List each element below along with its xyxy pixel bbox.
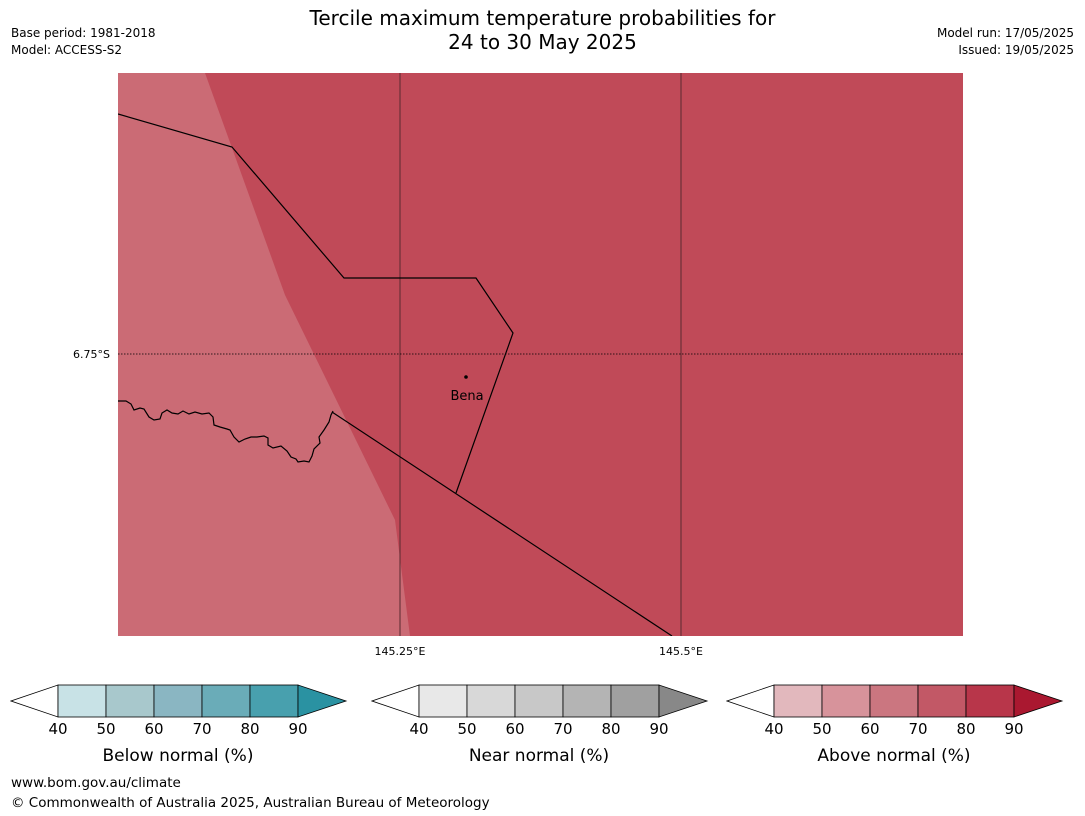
colorbar-near-normal: 40 50 60 70 80 90 Near normal (%) (371, 684, 709, 764)
colorbar-segment (249, 684, 299, 718)
colorbar-tick-label: 50 (96, 720, 115, 738)
colorbar-low-extension (371, 684, 420, 718)
colorbar-title: Below normal (%) (103, 746, 254, 764)
colorbar-title: Above normal (%) (817, 746, 970, 764)
colorbar-segment (514, 684, 564, 718)
lon-label-145-5: 145.5°E (659, 645, 703, 658)
colorbar-tick-label: 70 (192, 720, 211, 738)
colorbar-above-normal: 40 50 60 70 80 90 Above normal (%) (726, 684, 1064, 764)
footer-url[interactable]: www.bom.gov.au/climate (11, 775, 181, 791)
title-line-2: 24 to 30 May 2025 (448, 30, 637, 54)
model-run-text: Model run: 17/05/2025 (936, 26, 1074, 40)
colorbar-segment (153, 684, 203, 718)
colorbar-tick-label: 40 (48, 720, 67, 738)
colorbar-tick-label: 80 (956, 720, 975, 738)
colorbar-tick-label: 90 (1004, 720, 1023, 738)
colorbar-tick-label: 60 (505, 720, 524, 738)
footer-copyright: © Commonwealth of Australia 2025, Austra… (11, 795, 490, 811)
colorbar-tick-label: 50 (812, 720, 831, 738)
colorbar-low-extension (10, 684, 59, 718)
colorbar-tick-label: 80 (601, 720, 620, 738)
colorbar-tick-label: 60 (860, 720, 879, 738)
colorbar-tick-label: 90 (288, 720, 307, 738)
colorbar-tick-label: 90 (649, 720, 668, 738)
issued-text: Issued: 19/05/2025 (958, 43, 1074, 57)
meta-right: Model run: 17/05/2025 Issued: 19/05/2025 (937, 25, 1074, 59)
colorbar-below-normal: 40 50 60 70 80 90 Below normal (%) (10, 684, 348, 764)
colorbar-tick-label: 70 (553, 720, 572, 738)
colorbar-tick-label: 60 (144, 720, 163, 738)
colorbar-segment (869, 684, 919, 718)
colorbar-tick-label: 70 (908, 720, 927, 738)
lat-label: 6.75°S (73, 348, 110, 361)
colorbar-segment (610, 684, 660, 718)
colorbar-segment (917, 684, 967, 718)
map-title: Tercile maximum temperature probabilitie… (0, 6, 1085, 54)
colorbar-high-extension (297, 684, 348, 718)
colorbar-segment (562, 684, 612, 718)
colorbar-tick-label: 50 (457, 720, 476, 738)
map[interactable]: Bena 6.75°S 145.25°E 145.5°E (0, 0, 1085, 660)
probability-60-70-region (118, 73, 410, 636)
colorbar-segment (773, 684, 823, 718)
colorbar-tick-label: 40 (764, 720, 783, 738)
province-boundaries (118, 113, 673, 636)
colorbar-high-extension (658, 684, 709, 718)
colorbar-segment (466, 684, 516, 718)
base-period-text: Base period: 1981-2018 (11, 26, 156, 40)
title-line-1: Tercile maximum temperature probabilitie… (309, 6, 776, 30)
colorbar-segment (105, 684, 155, 718)
colorbar-low-extension (726, 684, 775, 718)
town-marker-icon (464, 375, 468, 379)
meta-left: Base period: 1981-2018 Model: ACCESS-S2 (11, 25, 156, 59)
colorbar-title: Near normal (%) (469, 746, 609, 764)
colorbar-segment (57, 684, 107, 718)
colorbar-tick-label: 80 (240, 720, 259, 738)
colorbar-segment (201, 684, 251, 718)
colorbar-segment (418, 684, 468, 718)
lon-label-145-25: 145.25°E (375, 645, 426, 658)
model-text: Model: ACCESS-S2 (11, 43, 123, 57)
colorbar-tick-label: 40 (409, 720, 428, 738)
town-label: Bena (450, 389, 483, 404)
colorbar-segment (821, 684, 871, 718)
colorbar-segment (965, 684, 1015, 718)
colorbar-high-extension (1013, 684, 1064, 718)
